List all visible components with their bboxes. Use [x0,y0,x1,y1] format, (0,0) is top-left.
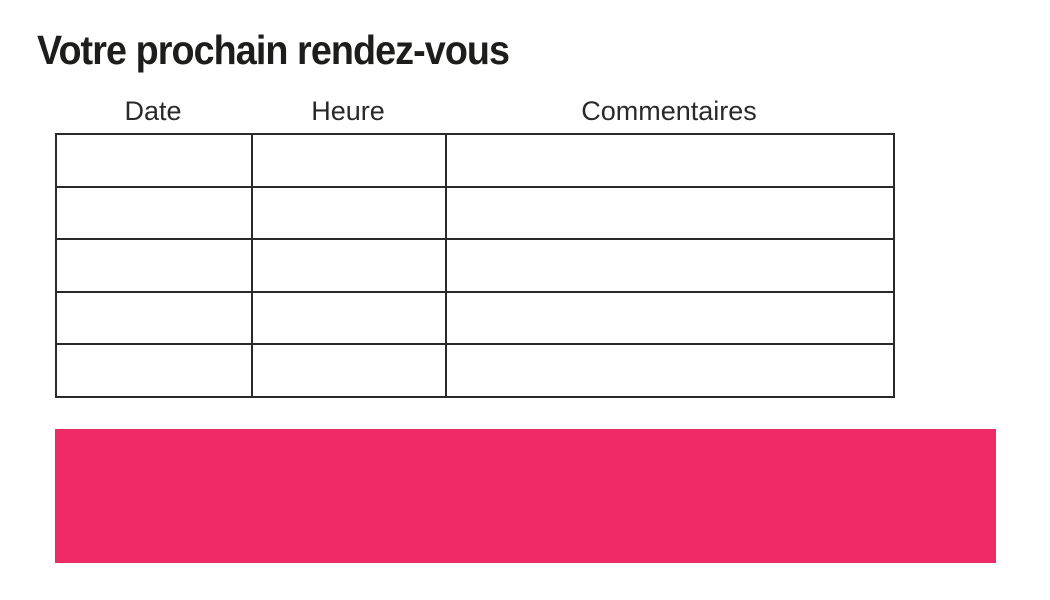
column-header-date: Date [124,96,182,126]
table-cell-heure [251,290,447,345]
table-row [55,238,895,293]
table-cell-date [55,133,253,188]
table-row [55,185,895,240]
table-cell-heure [251,133,447,188]
table-cell-date [55,185,253,240]
table-cell-commentaires [445,185,895,240]
column-header-commentaires: Commentaires [581,96,757,126]
table-row [55,133,895,188]
table-cell-heure [251,185,447,240]
table-cell-heure [251,238,447,293]
table-cell-heure [251,343,447,398]
table-cell-date [55,238,253,293]
table-cell-date [55,343,253,398]
column-header-heure: Heure [311,96,385,126]
appointment-table [55,133,895,398]
table-cell-commentaires [445,290,895,345]
pink-banner [55,429,996,563]
table-cell-commentaires [445,343,895,398]
table-cell-date [55,290,253,345]
table-cell-commentaires [445,133,895,188]
table-row [55,290,895,345]
table-row [55,343,895,398]
table-column-headers: Date Heure Commentaires [55,95,893,127]
table-cell-commentaires [445,238,895,293]
page-title: Votre prochain rendez-vous [37,27,510,73]
